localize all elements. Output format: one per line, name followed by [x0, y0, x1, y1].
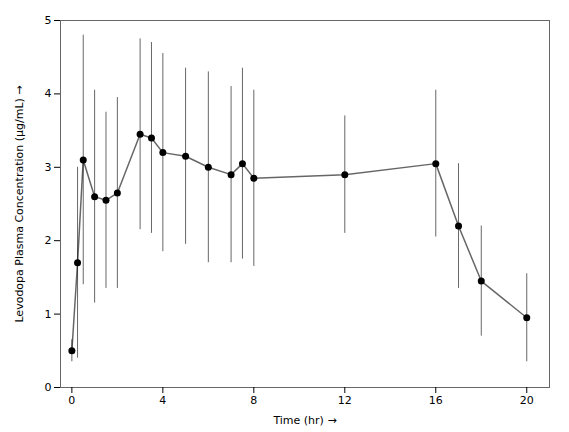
svg-text:4: 4 [159, 394, 166, 407]
svg-text:1: 1 [45, 308, 52, 321]
svg-text:5: 5 [45, 14, 52, 27]
svg-text:3: 3 [45, 161, 52, 174]
svg-text:8: 8 [250, 394, 257, 407]
svg-text:4: 4 [45, 87, 52, 100]
svg-text:0: 0 [68, 394, 75, 407]
svg-text:Levodopa Plasma Concentration: Levodopa Plasma Concentration (µg/mL) → [13, 85, 26, 322]
svg-text:16: 16 [429, 394, 443, 407]
svg-text:0: 0 [45, 381, 52, 394]
svg-text:2: 2 [45, 234, 52, 247]
svg-text:20: 20 [520, 394, 534, 407]
svg-text:12: 12 [338, 394, 352, 407]
svg-text:Time (hr) →: Time (hr) → [272, 414, 336, 427]
